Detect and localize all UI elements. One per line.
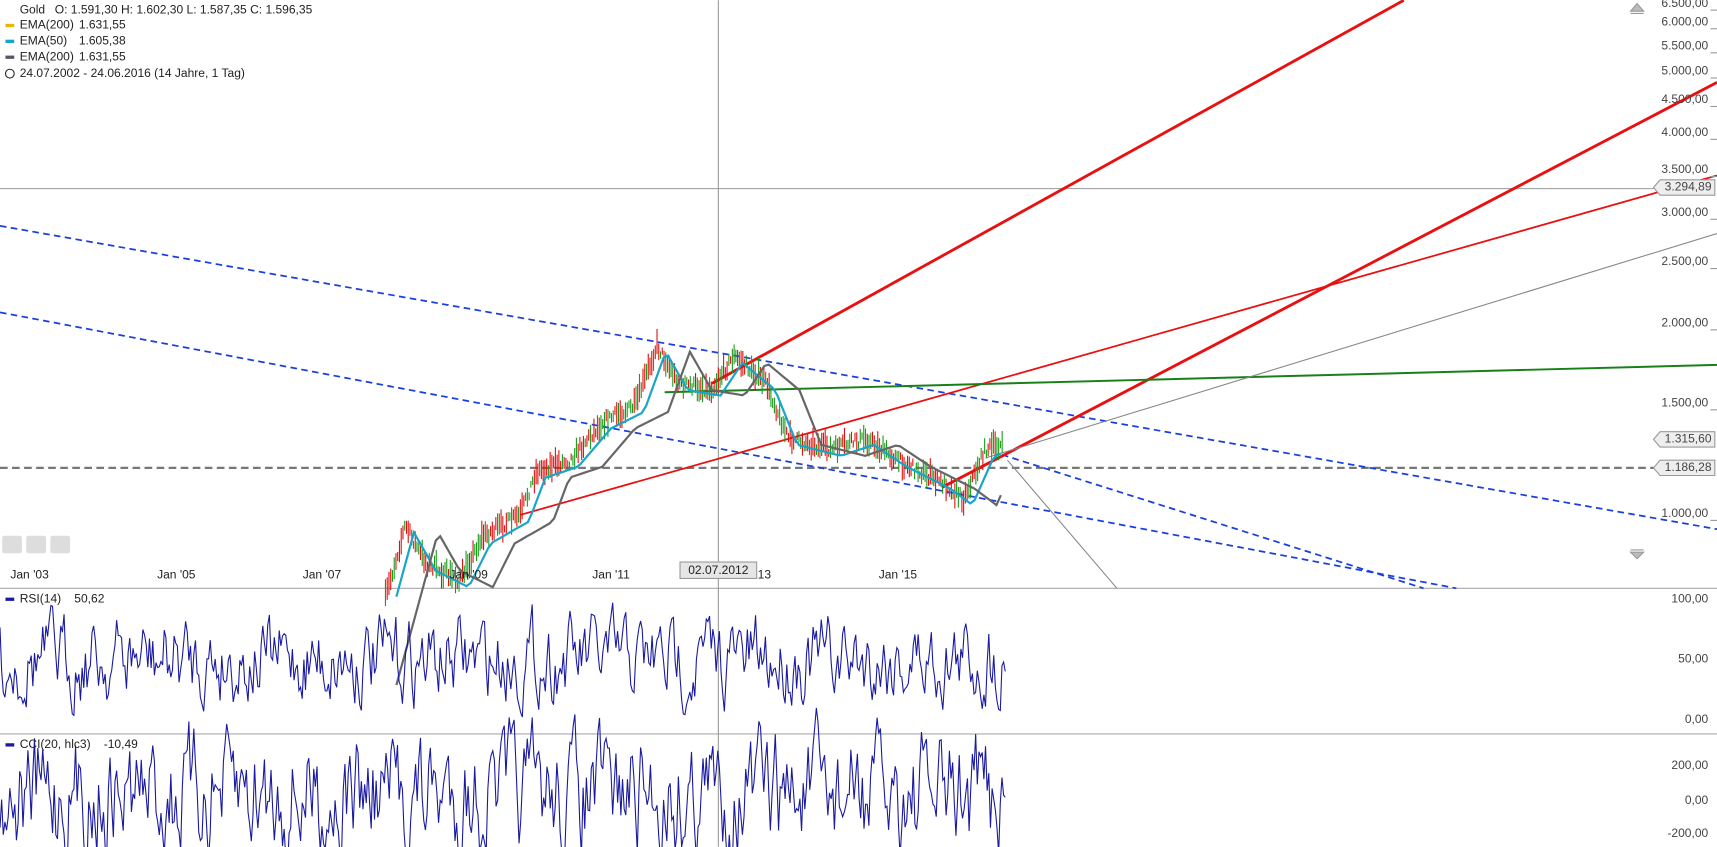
price-axis-label: 1.500,00 (1661, 395, 1708, 409)
trend-line (519, 174, 1717, 516)
trend-channel (1001, 453, 1424, 590)
price-tag (1652, 431, 1716, 448)
trend-channel (0, 224, 1717, 531)
indicator-name: EMA(200) (20, 49, 74, 63)
price-axis-label: 6.000,00 (1661, 14, 1708, 28)
price-axis-label: 3.000,00 (1661, 205, 1708, 219)
instrument: Gold (20, 2, 45, 16)
price-axis-label: 5.500,00 (1661, 38, 1708, 52)
price-axis-label: 6.500,00 (1661, 0, 1708, 10)
date-range: 24.07.2002 - 24.06.2016 (14 Jahre, 1 Tag… (20, 66, 245, 80)
time-axis-label: '13 (755, 567, 771, 581)
ohlc: O: 1.591,30 H: 1.602,30 L: 1.587,35 C: 1… (55, 2, 313, 16)
indicator-axis-label: 100,00 (1671, 591, 1708, 605)
legend-swatch (5, 743, 15, 747)
price-tag (1652, 459, 1716, 477)
trend-line (711, 0, 1405, 385)
ema-50-line (395, 354, 1002, 598)
indicator-value: -10,49 (104, 737, 138, 751)
indicator-value: 50,62 (74, 591, 104, 605)
price-tag-label: 1.315,60 (1665, 432, 1712, 446)
trend-line (985, 232, 1717, 459)
price-axis-label: 2.000,00 (1661, 315, 1708, 329)
ema-200-line (395, 349, 1002, 686)
price-tag (1652, 179, 1716, 196)
menu-button[interactable] (50, 535, 71, 554)
time-axis-label: Jan '03 (10, 567, 49, 581)
legend-swatch (5, 55, 15, 59)
cci-line (0, 707, 1006, 847)
price-axis-label: 5.000,00 (1661, 64, 1708, 78)
download-button[interactable] (26, 535, 46, 554)
legend-swatch (5, 23, 15, 28)
rsi-line (0, 602, 1006, 718)
scroll-down[interactable] (1629, 549, 1645, 560)
crosshair-date: 02.07.2012 (688, 563, 749, 577)
indicator-name: EMA(50) (20, 34, 67, 48)
crosshair-tag (679, 561, 758, 579)
time-axis-label: Jan '15 (879, 567, 918, 581)
indicator-name: RSI(14) (20, 591, 61, 605)
indicator-axis-label: 0,00 (1685, 793, 1709, 807)
toolbar[interactable] (2, 535, 71, 554)
legend-swatch (5, 597, 15, 601)
indicator-axis-label: 0,00 (1685, 712, 1709, 726)
indicator-axis-label: 200,00 (1671, 758, 1708, 772)
price-axis-label: 3.500,00 (1661, 162, 1708, 176)
price-axis-label: 4.000,00 (1661, 125, 1708, 139)
price-tag-label: 1.186,28 (1665, 460, 1712, 474)
scroll-up[interactable] (1629, 2, 1645, 14)
indicator-value: 1.631,55 (79, 18, 126, 32)
time-axis-label: Jan '07 (303, 567, 342, 581)
time-axis-label: Jan '11 (592, 567, 630, 581)
price-axis-label: 2.500,00 (1661, 254, 1708, 268)
price-tag-label: 3.294,89 (1665, 180, 1712, 194)
clock-icon (4, 68, 15, 79)
price-axis-label: 1.000,00 (1661, 506, 1708, 520)
trend-line (1007, 459, 1118, 589)
indicator-name: CCI(20, hlc3) (20, 737, 91, 751)
time-axis-label: Jan '09 (449, 567, 488, 581)
zoom-in-button[interactable] (2, 535, 22, 554)
indicator-value: 1.605,38 (79, 34, 126, 48)
trend-channel (0, 311, 1457, 590)
price-axis-label: 4.500,00 (1661, 92, 1708, 106)
time-axis-label: Jan '05 (157, 567, 196, 581)
indicator-name: EMA(200) (20, 18, 74, 32)
indicator-axis-label: -200,00 (1667, 826, 1708, 840)
indicator-axis-label: 50,00 (1678, 652, 1708, 666)
trend-line (664, 363, 1717, 394)
legend-swatch (5, 39, 15, 43)
indicator-value: 1.631,55 (79, 49, 126, 63)
